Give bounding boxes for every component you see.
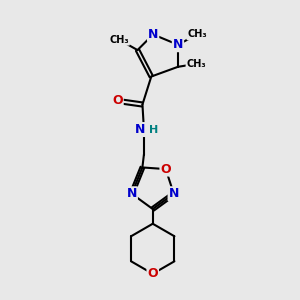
Text: O: O <box>147 267 158 280</box>
Text: N: N <box>135 123 146 136</box>
Text: H: H <box>149 124 158 134</box>
Text: O: O <box>112 94 123 107</box>
Text: N: N <box>148 28 158 41</box>
Text: CH₃: CH₃ <box>187 29 207 39</box>
Text: CH₃: CH₃ <box>110 35 129 45</box>
Text: CH₃: CH₃ <box>186 59 206 69</box>
Text: N: N <box>173 38 183 51</box>
Text: O: O <box>160 163 171 176</box>
Text: N: N <box>127 187 137 200</box>
Text: N: N <box>169 187 179 200</box>
